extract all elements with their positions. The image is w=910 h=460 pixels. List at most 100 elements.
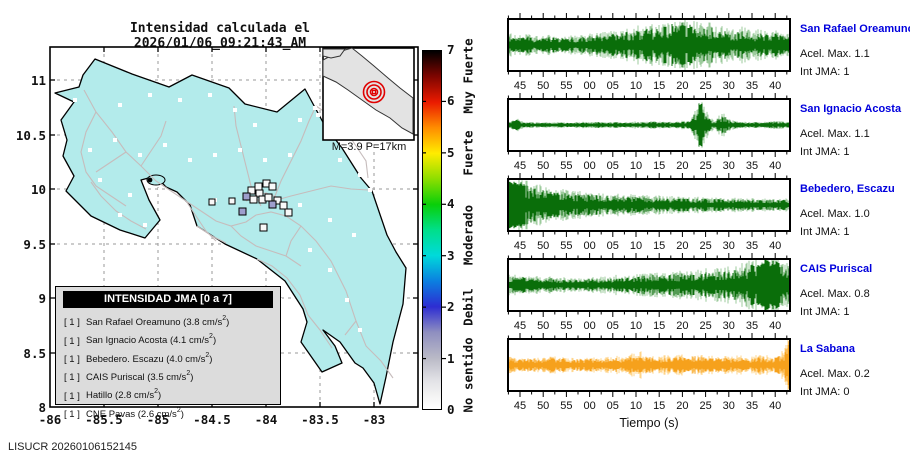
waveform-trace <box>507 259 791 311</box>
x-axis-tick-label: -85.5 <box>85 412 123 427</box>
waveform-frame <box>507 178 791 232</box>
y-axis-tick-label: 11 <box>30 73 46 88</box>
time-tick-label: 40 <box>769 240 781 251</box>
station-info: Bebedero, Escazu Acel. Max. 1.0 Int JMA: 1 <box>800 171 910 251</box>
station-name: CAIS Puriscal <box>800 263 873 275</box>
station-int-jma: Int JMA: 1 <box>800 226 850 238</box>
x-axis-tick-label: -83 <box>362 412 386 427</box>
map-frame <box>49 46 419 408</box>
time-tick-label: 45 <box>514 240 526 251</box>
station-info: San Rafael Oreamuno Acel. Max. 1.1 Int JMA… <box>800 11 910 91</box>
x-axis-tick-label: -86 <box>38 412 62 427</box>
station-info: CAIS Puriscal Acel. Max. 0.8 Int JMA: 1 <box>800 251 910 331</box>
time-tick-label: 10 <box>630 240 642 251</box>
time-axis-label: Tiempo (s) <box>619 416 679 430</box>
time-tick-label: 05 <box>607 320 619 331</box>
time-tick-label: 35 <box>746 240 758 251</box>
station-acel-max: Acel. Max. 0.8 <box>800 288 870 300</box>
y-axis-tick-label: 8 <box>38 400 46 415</box>
legend-items: [ 1 ] San Rafael Oreamuno (3.8 cm/s2)[ 1 … <box>56 312 280 422</box>
waveform-frame <box>507 338 791 392</box>
legend-station-name: San Ignacio Acosta (4.1 cm/s <box>86 335 210 347</box>
legend-close-paren: ) <box>226 317 230 329</box>
time-tick-label: 20 <box>676 80 688 91</box>
legend-close-paren: ) <box>190 372 194 384</box>
y-axis-tick-label: 8.5 <box>23 346 46 361</box>
legend-unit-exponent: 2 <box>209 333 213 341</box>
time-tick-label: 35 <box>746 320 758 331</box>
station-name: La Sabana <box>800 343 856 355</box>
time-tick-label: 25 <box>699 320 711 331</box>
legend-station-row: [ 1 ] San Rafael Oreamuno (3.8 cm/s2) <box>56 312 280 330</box>
source-stamp: LISUCR 20260106152145 <box>8 441 138 453</box>
colorbar-number: 3 <box>447 247 455 263</box>
waveform-plot: 45 50 55 00 05 10 15 20 25 30 35 40 <box>507 13 791 91</box>
time-tick-label: 45 <box>514 80 526 91</box>
time-tick-label: 55 <box>560 80 572 91</box>
time-tick-label: 30 <box>723 240 735 251</box>
time-tick-label: 30 <box>723 400 735 411</box>
time-tick-label: 45 <box>514 320 526 331</box>
intensity-legend: INTENSIDAD JMA [0 a 7] [ 1 ] San Rafael O… <box>55 286 281 420</box>
station-int-jma: Int JMA: 1 <box>800 306 850 318</box>
time-tick-label: 30 <box>723 160 735 171</box>
legend-unit-exponent: 2 <box>154 388 159 396</box>
legend-station-name: Bebedero. Escazu (4.0 cm/s <box>86 353 206 365</box>
colorbar-word: Muy Fuerte <box>460 38 476 114</box>
time-tick-label: 55 <box>560 160 572 171</box>
colorbar-word: Moderado <box>460 205 476 266</box>
lake-arenal <box>146 174 166 186</box>
time-tick-label: 55 <box>560 400 572 411</box>
inset-nicaragua <box>322 48 346 59</box>
time-tick-label: 40 <box>769 160 781 171</box>
legend-close-paren: ) <box>212 335 217 347</box>
time-tick-label: 00 <box>583 400 595 411</box>
seismogram-panel-5: 45 50 55 00 05 10 15 20 25 30 35 40 La Sabana Acel. M… <box>504 331 910 411</box>
legend-intensity-value: [ 1 ] <box>64 372 80 384</box>
time-tick-label: 40 <box>769 80 781 91</box>
colorbar-word: Debil <box>460 288 476 326</box>
x-axis-tick-label: -84.5 <box>193 412 231 427</box>
legend-station-row: [ 1 ] CAIS Puriscal (3.5 cm/s2) <box>56 367 280 385</box>
legend-title: INTENSIDAD JMA [0 a 7] <box>63 291 273 308</box>
time-tick-label: 40 <box>769 400 781 411</box>
waveform-frame <box>507 98 791 152</box>
waveform-trace <box>507 341 791 389</box>
time-tick-label: 20 <box>676 160 688 171</box>
colorbar-number: 1 <box>447 350 455 366</box>
legend-station-row: [ 1 ] San Ignacio Acosta (4.1 cm/s2) <box>56 330 280 348</box>
time-tick-label: 25 <box>699 400 711 411</box>
colorbar-number: 4 <box>447 196 455 212</box>
time-tick-label: 50 <box>537 80 549 91</box>
legend-close-paren: ) <box>209 353 213 365</box>
seismogram-panel-4: 45 50 55 00 05 10 15 20 25 30 35 40 CAIS Puriscal Ace… <box>504 251 910 331</box>
waveform-frame <box>507 18 791 72</box>
time-tick-label: 35 <box>746 400 758 411</box>
waveform-trace <box>507 179 791 231</box>
time-tick-label: 35 <box>746 80 758 91</box>
colorbar-word: No sentido <box>460 337 476 413</box>
costa-rica-landmass <box>54 58 407 405</box>
waveform-plot: 45 50 55 00 05 10 15 20 25 30 35 40 <box>507 173 791 251</box>
legend-intensity-value: [ 1 ] <box>64 353 80 365</box>
time-tick-label: 00 <box>583 160 595 171</box>
waveform-plot: 45 50 55 00 05 10 15 20 25 30 35 40 <box>507 333 791 411</box>
colorbar-number: 5 <box>447 144 455 160</box>
waveform-frame <box>507 258 791 312</box>
time-tick-label: 30 <box>723 80 735 91</box>
waveform-plot: 45 50 55 00 05 10 15 20 25 30 35 40 <box>507 93 791 171</box>
y-axis-tick-label: 10 <box>30 182 46 197</box>
station-int-jma: Int JMA: 1 <box>800 146 850 158</box>
time-tick-label: 00 <box>583 80 595 91</box>
time-tick-label: 55 <box>560 320 572 331</box>
station-int-jma: Int JMA: 0 <box>800 386 850 398</box>
colorbar-number: 7 <box>447 42 455 57</box>
time-tick-label: 15 <box>653 80 665 91</box>
event-magnitude-depth: M=3.9 P=17km <box>331 141 407 153</box>
time-tick-label: 50 <box>537 240 549 251</box>
time-tick-label: 55 <box>560 240 572 251</box>
y-axis-tick-label: 10.5 <box>15 128 46 143</box>
time-tick-label: 05 <box>607 400 619 411</box>
time-tick-label: 20 <box>676 240 688 251</box>
